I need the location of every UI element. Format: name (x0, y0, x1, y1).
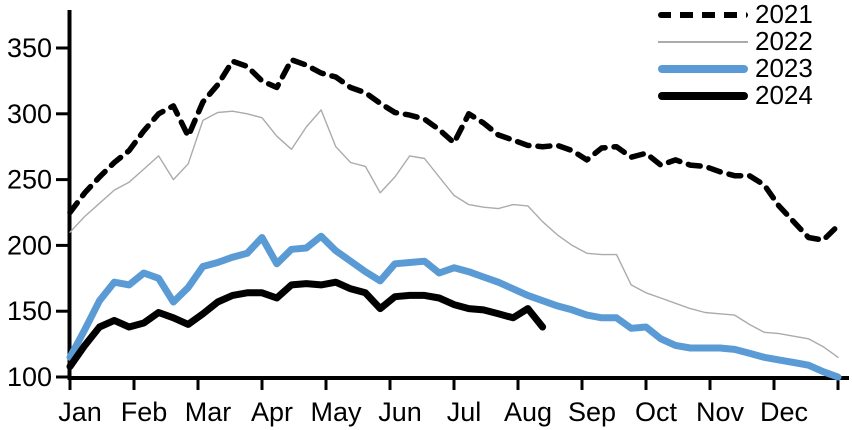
legend: 2021 2022 2023 2024 (658, 1, 848, 109)
legend-label-2024: 2024 (755, 80, 813, 110)
legend-line-black-icon (658, 91, 748, 100)
y-axis-label: 250 (7, 165, 52, 195)
y-axis-label: 350 (7, 33, 52, 63)
x-axis-label: May (310, 397, 362, 427)
legend-line-thin-icon (658, 40, 748, 43)
legend-label-2021: 2021 (755, 0, 813, 29)
y-axis-label: 150 (7, 296, 52, 326)
series-line-2022 (69, 109, 839, 358)
y-axis-label: 200 (7, 230, 52, 260)
legend-item-2024: 2024 (658, 82, 848, 109)
x-axis-label: Dec (760, 397, 808, 427)
series-line-2021 (67, 57, 841, 243)
x-axis-label: Oct (635, 397, 678, 427)
y-axis-label: 300 (7, 99, 52, 129)
x-axis-label: Nov (696, 397, 745, 427)
x-axis-label: Jan (58, 397, 102, 427)
y-axis-label: 100 (7, 362, 52, 392)
x-axis-label: Mar (185, 397, 232, 427)
legend-line-blue-icon (658, 64, 748, 73)
x-axis-label: Jul (447, 397, 482, 427)
x-axis-label: Feb (121, 397, 168, 427)
legend-item-2023: 2023 (658, 55, 848, 82)
x-axis-label: Aug (504, 397, 552, 427)
x-axis-label: Apr (251, 397, 293, 427)
legend-label-2022: 2022 (755, 26, 813, 56)
series-line-2024 (66, 278, 547, 370)
series-line-2023 (66, 232, 842, 381)
x-axis-label: Sep (568, 397, 616, 427)
x-axis-label: Jun (378, 397, 422, 427)
legend-label-2023: 2023 (755, 53, 813, 83)
legend-item-2021: 2021 (658, 1, 848, 28)
legend-item-2022: 2022 (658, 28, 848, 55)
legend-line-dashed-icon (658, 11, 748, 18)
